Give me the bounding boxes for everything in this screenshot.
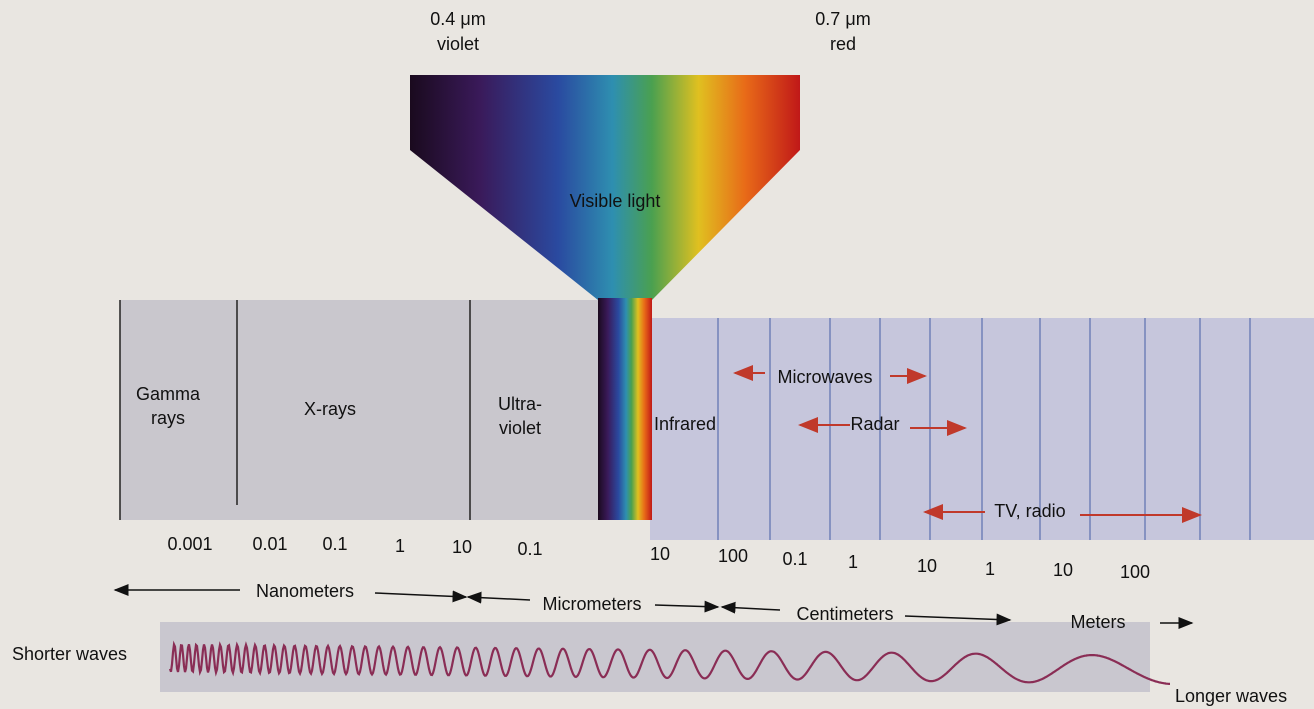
- red-label: red: [830, 34, 856, 54]
- band-left: [120, 300, 600, 520]
- scale-value: 100: [718, 546, 748, 566]
- band-label: Infrared: [654, 414, 716, 434]
- band-arrows: [733, 365, 1202, 523]
- wave: [168, 640, 1170, 685]
- unit-label: Nanometers: [256, 581, 354, 601]
- unit-label: Centimeters: [796, 604, 893, 624]
- scale-value: 10: [650, 544, 670, 564]
- scale-value: 10: [452, 537, 472, 557]
- scale-value: 0.001: [167, 534, 212, 554]
- shorter-waves: Shorter waves: [12, 644, 127, 664]
- violet-wavelength: 0.4 μm: [430, 9, 485, 29]
- scale-value: 0.1: [322, 534, 347, 554]
- band-label: TV, radio: [994, 501, 1065, 521]
- scale-value: 0.1: [782, 549, 807, 569]
- scale-value: 1: [848, 552, 858, 572]
- visible-light-label: Visible light: [570, 191, 661, 211]
- band-label: violet: [499, 418, 541, 438]
- band-label: Gamma: [136, 384, 201, 404]
- scale-value: 0.1: [517, 539, 542, 559]
- band-dividers: [119, 300, 471, 520]
- band-label: Microwaves: [777, 367, 872, 387]
- red-wavelength: 0.7 μm: [815, 9, 870, 29]
- visible-funnel: [410, 75, 800, 300]
- longer-waves: Longer waves: [1175, 686, 1287, 706]
- scale-value: 1: [395, 536, 405, 556]
- scale-value: 1: [985, 559, 995, 579]
- band-label: rays: [151, 408, 185, 428]
- violet-label: violet: [437, 34, 479, 54]
- band-label: X-rays: [304, 399, 356, 419]
- scale-value: 10: [917, 556, 937, 576]
- visible-neck: [598, 298, 652, 520]
- unit-label: Meters: [1070, 612, 1125, 632]
- unit-arrows: [113, 584, 1194, 629]
- scale-value: 10: [1053, 560, 1073, 580]
- band-label: Ultra-: [498, 394, 542, 414]
- unit-label: Micrometers: [542, 594, 641, 614]
- scale-value: 0.01: [252, 534, 287, 554]
- band-label: Radar: [850, 414, 899, 434]
- scale-value: 100: [1120, 562, 1150, 582]
